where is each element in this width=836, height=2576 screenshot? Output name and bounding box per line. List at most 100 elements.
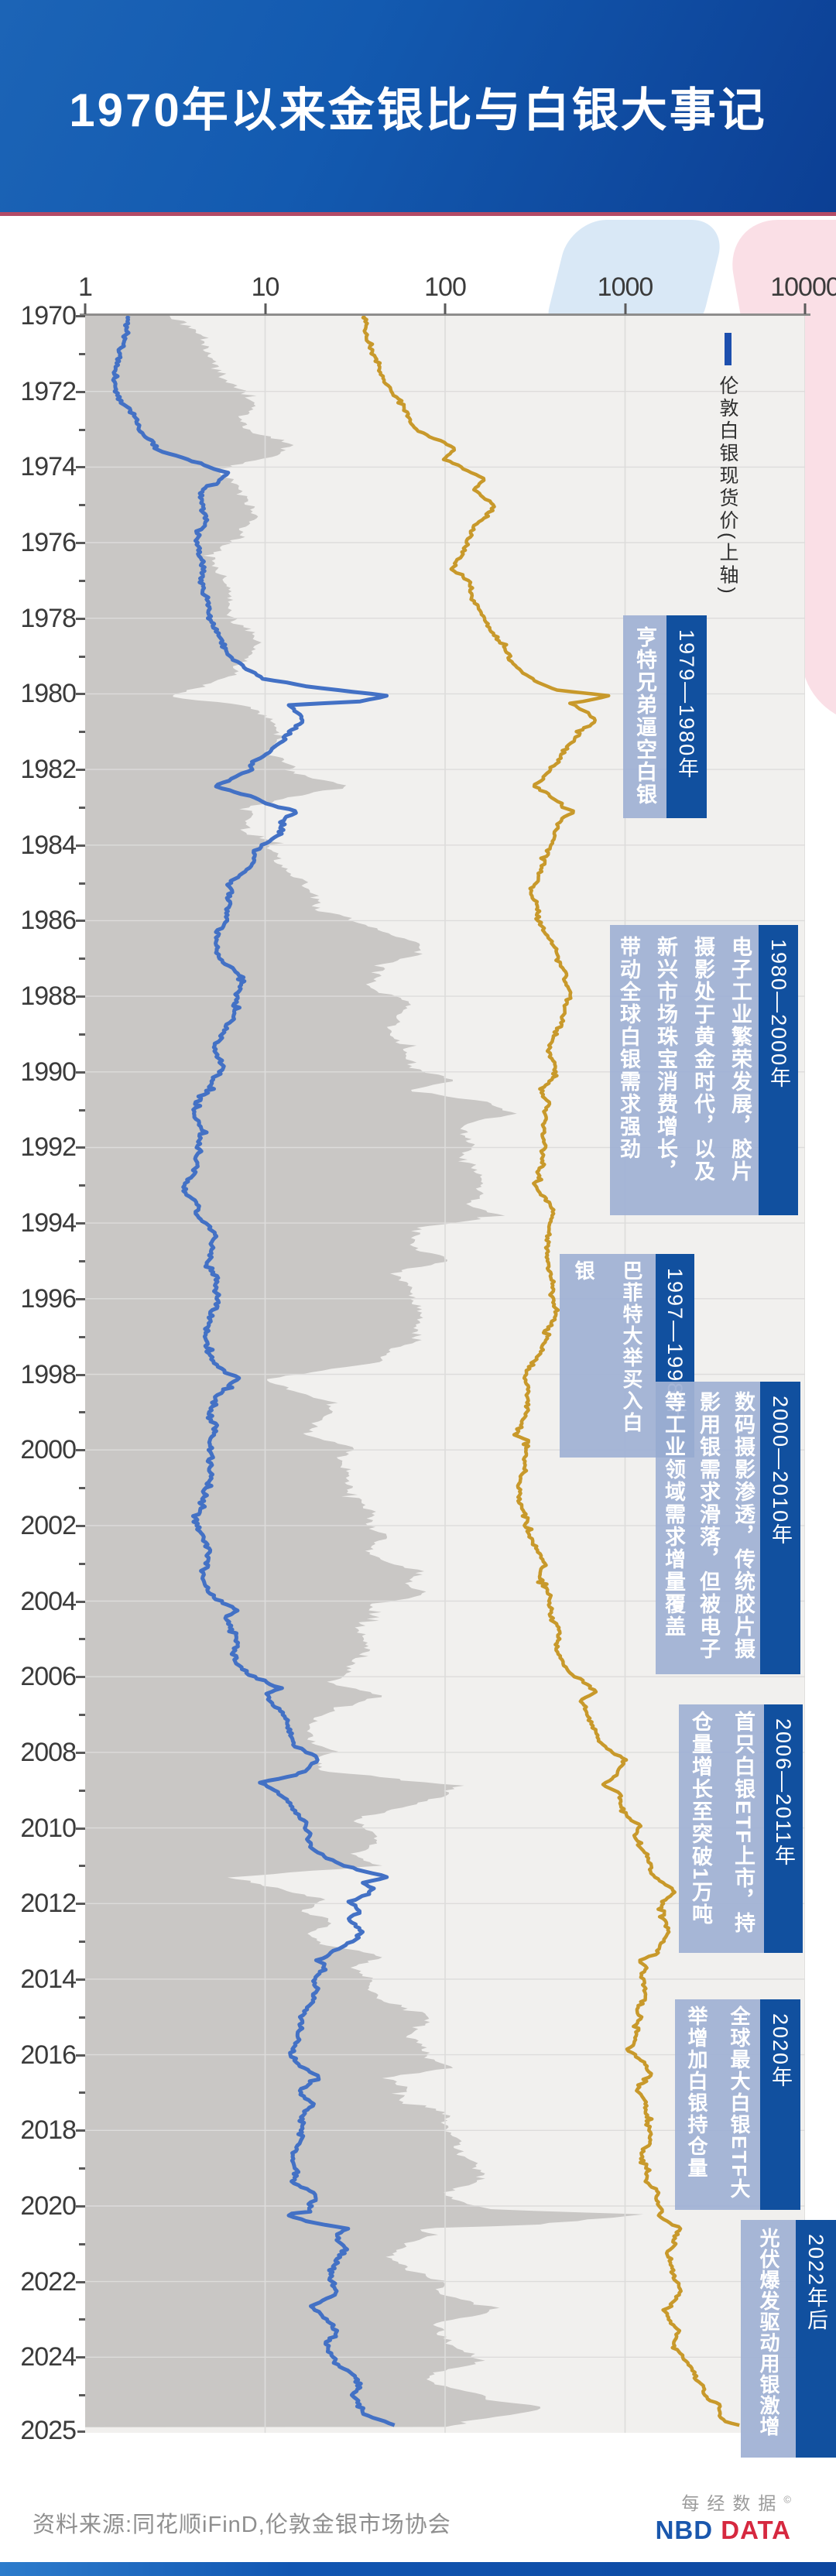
year-axis-label: 1988	[20, 981, 77, 1012]
year-axis-tick	[76, 2204, 85, 2208]
year-axis-tick	[79, 579, 85, 582]
event-annotation-2006-2011: 首只白银ETF上市，持仓量增长至突破1万吨 2006—2011年	[679, 1704, 803, 1953]
year-axis-label: 2004	[20, 1586, 77, 1616]
year-axis-tick	[79, 2167, 85, 2170]
year-axis-tick	[76, 542, 85, 545]
event-description: 首只白银ETF上市，持仓量增长至突破1万吨	[679, 1704, 764, 1953]
price-axis-tick	[444, 303, 447, 314]
year-axis-tick	[76, 1222, 85, 1225]
event-period: 2022年后	[796, 2220, 836, 2458]
year-axis-label: 1982	[20, 755, 77, 785]
year-axis-tick	[79, 1714, 85, 1717]
silver-line-swatch-icon	[724, 333, 732, 365]
year-axis-tick	[79, 957, 85, 961]
event-description: 亨特兄弟逼空白银	[623, 615, 666, 818]
legend: 伦敦白银现货价(上轴) 伦敦黄金现货价(上轴) 伦敦市场金银比(下轴)	[602, 333, 745, 597]
year-axis-tick	[76, 1903, 85, 1906]
year-axis-tick	[79, 2318, 85, 2321]
year-axis-tick	[76, 1676, 85, 1679]
year-axis-tick	[79, 2016, 85, 2019]
event-description: 光伏爆发驱动用银激增	[741, 2220, 796, 2458]
event-period: 2000—2010年	[760, 1382, 800, 1674]
year-axis-label: 1994	[20, 1208, 77, 1238]
year-axis-tick	[79, 1562, 85, 1565]
data-source-note: 资料来源:同花顺iFinD,伦敦金银市场协会	[33, 2513, 451, 2537]
year-axis-label: 1990	[20, 1057, 77, 1087]
event-annotation-1980-2000: 电子工业繁荣发展，胶片摄影处于黄金时代，以及新兴市场珠宝消费增长，带动全球白银需…	[610, 925, 798, 1215]
year-axis-tick	[76, 1827, 85, 1830]
year-axis-tick	[79, 655, 85, 658]
year-axis-label: 2016	[20, 2040, 77, 2070]
year-axis-tick	[76, 1449, 85, 1452]
year-axis-tick	[76, 1600, 85, 1603]
price-axis-label: 10	[251, 272, 280, 302]
year-axis-tick	[79, 731, 85, 734]
bottom-accent-bar	[0, 2562, 836, 2576]
year-axis-label: 1978	[20, 603, 77, 633]
year-axis-tick	[79, 1487, 85, 1490]
year-axis-tick	[79, 1033, 85, 1036]
year-axis-tick	[79, 2091, 85, 2095]
year-axis-tick	[76, 2356, 85, 2359]
year-axis-label: 1996	[20, 1283, 77, 1314]
year-axis-label: 2020	[20, 2191, 77, 2221]
price-axis-tick	[84, 303, 87, 314]
year-axis-tick	[79, 2242, 85, 2245]
year-axis-label: 2014	[20, 1964, 77, 1994]
year-axis-label: 1980	[20, 679, 77, 709]
year-axis-tick	[79, 1941, 85, 1944]
legend-item-silver: 伦敦白银现货价(上轴)	[602, 333, 836, 597]
event-period: 2020年	[760, 1999, 800, 2210]
year-axis-tick	[79, 1789, 85, 1792]
year-axis-tick	[79, 1184, 85, 1187]
year-axis-tick	[76, 2129, 85, 2132]
year-axis-tick	[76, 920, 85, 923]
price-axis-label: 10000	[770, 272, 836, 302]
year-axis-tick	[76, 995, 85, 999]
price-axis-tick	[803, 303, 807, 314]
event-description: 电子工业繁荣发展，胶片摄影处于黄金时代，以及新兴市场珠宝消费增长，带动全球白银需…	[610, 925, 759, 1215]
year-axis-tick	[79, 1638, 85, 1641]
year-axis-label: 2000	[20, 1435, 77, 1465]
event-annotation-2000-2010: 数码摄影渗透，传统胶片摄影用银需求滑落，但被电子等工业领域需求增量覆盖 2000…	[656, 1382, 800, 1674]
year-axis-tick	[76, 1070, 85, 1074]
brand-data: DATA	[721, 2516, 791, 2545]
year-axis-label: 2025	[20, 2416, 77, 2445]
year-axis-label: 2012	[20, 1889, 77, 1919]
year-axis-tick	[76, 769, 85, 772]
price-axis-label: 1000	[597, 272, 654, 302]
year-axis-tick	[76, 1297, 85, 1300]
brand-nbd: NBD	[655, 2516, 714, 2545]
year-axis-label: 1976	[20, 528, 77, 558]
year-axis-label: 2008	[20, 1737, 77, 1767]
year-axis-tick	[79, 1335, 85, 1338]
year-axis-tick	[79, 1108, 85, 1112]
year-axis-tick	[79, 2394, 85, 2397]
brand-english: NBD DATA	[656, 2516, 791, 2544]
price-axis-tick	[624, 303, 626, 314]
price-axis-tick	[264, 303, 266, 314]
event-annotation-1979-1980: 亨特兄弟逼空白银 1979—1980年	[623, 615, 707, 818]
year-axis-tick	[76, 2280, 85, 2283]
top-axis-line	[80, 313, 810, 316]
year-axis-tick	[76, 1373, 85, 1376]
year-axis-tick	[76, 1524, 85, 1527]
year-axis-label: 1992	[20, 1132, 77, 1163]
year-axis-tick	[79, 1865, 85, 1868]
event-annotation-2022-after: 光伏爆发驱动用银激增 2022年后	[741, 2220, 836, 2458]
year-axis-tick	[76, 466, 85, 469]
year-axis-tick	[76, 844, 85, 847]
year-axis-label: 1986	[20, 906, 77, 936]
copyright-mark: ©	[783, 2493, 791, 2506]
year-axis-label: 2018	[20, 2115, 77, 2146]
year-axis-tick	[79, 806, 85, 809]
year-axis-label: 1984	[20, 830, 77, 860]
year-axis-label: 2006	[20, 1662, 77, 1692]
legend-label: 伦敦白银现货价(上轴)	[717, 375, 738, 597]
event-description: 全球最大白银ETF大举增加白银持仓量	[675, 1999, 760, 2210]
year-axis-label: 2002	[20, 1510, 77, 1540]
year-axis-tick	[79, 1259, 85, 1262]
price-axis-label: 1	[78, 272, 93, 302]
event-annotation-2020: 全球最大白银ETF大举增加白银持仓量 2020年	[675, 1999, 800, 2210]
event-period: 2006—2011年	[764, 1704, 803, 1953]
